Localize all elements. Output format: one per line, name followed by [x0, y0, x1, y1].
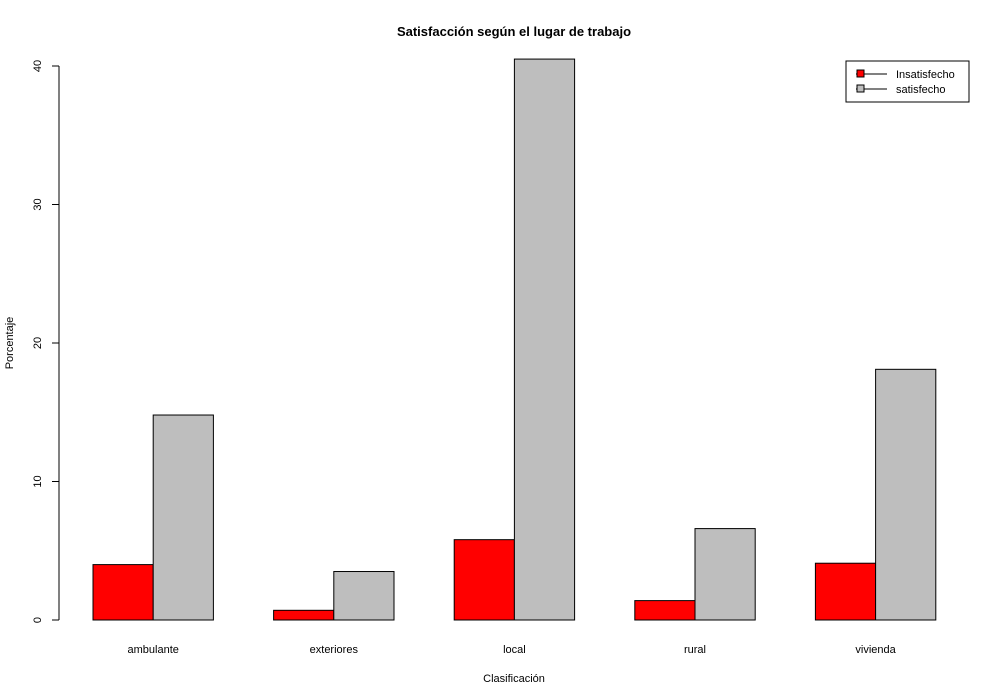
bar-satisfecho-exteriores [333, 571, 395, 621]
bar-satisfecho-local [513, 58, 576, 621]
y-tick-label: 40 [32, 60, 44, 72]
y-tick-label: 10 [32, 475, 44, 487]
bar-satisfecho-ambulante [152, 414, 214, 621]
x-tick-label-local: local [503, 644, 526, 656]
bar-insatisfecho-ambulante [92, 564, 154, 621]
legend: Insatisfecho satisfecho [845, 60, 970, 103]
y-tick-label: 30 [32, 198, 44, 210]
legend-label-satisfecho: satisfecho [896, 84, 946, 96]
bar-insatisfecho-rural [634, 600, 696, 621]
y-axis-label: Porcentaje [4, 317, 16, 370]
bar-insatisfecho-local [453, 539, 515, 621]
x-tick-labels: ambulante exteriores local rural vivienda [128, 644, 897, 656]
chart-title: Satisfacción según el lugar de trabajo [397, 24, 631, 39]
bars-group [92, 58, 937, 621]
x-tick-label-exteriores: exteriores [310, 644, 359, 656]
x-tick-label-vivienda: vivienda [855, 644, 896, 656]
bar-insatisfecho-exteriores [273, 609, 335, 621]
legend-swatch-satisfecho [856, 84, 865, 93]
x-tick-label-ambulante: ambulante [128, 644, 179, 656]
y-tick-label: 20 [32, 337, 44, 349]
bar-satisfecho-rural [694, 528, 756, 621]
x-tick-label-rural: rural [684, 644, 706, 656]
y-axis: 0 10 20 30 40 [32, 60, 60, 623]
legend-label-insatisfecho: Insatisfecho [896, 69, 955, 81]
bar-insatisfecho-vivienda [814, 562, 877, 621]
legend-swatch-insatisfecho [856, 69, 865, 78]
x-axis-label: Clasificación [483, 673, 545, 685]
legend-box [845, 60, 970, 103]
bar-satisfecho-vivienda [875, 368, 937, 621]
y-tick-label: 0 [32, 617, 44, 623]
